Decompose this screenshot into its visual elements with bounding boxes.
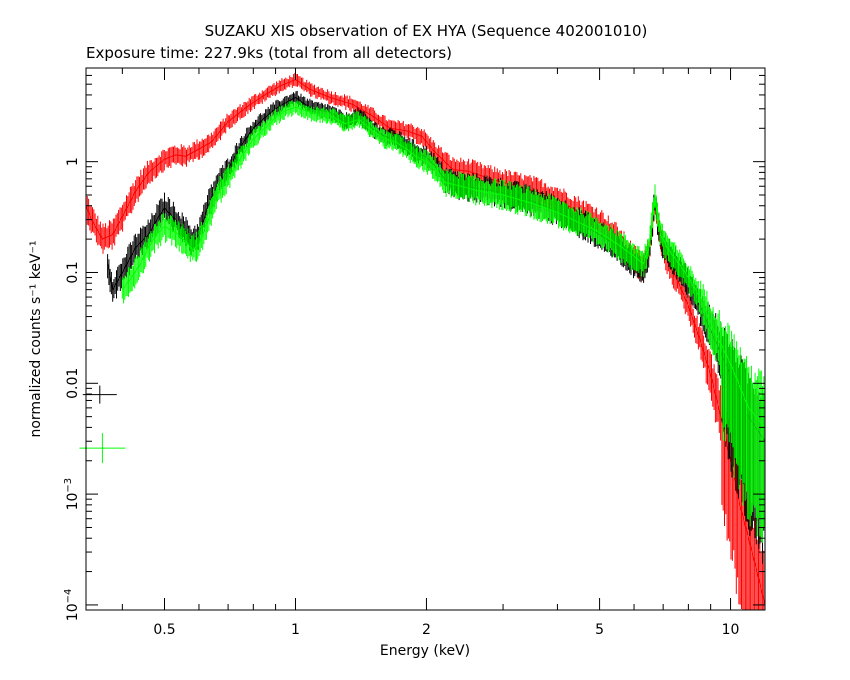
x-tick-label: 0.5 bbox=[153, 622, 175, 638]
series-layer bbox=[85, 72, 766, 610]
y-tick-label: 10−4 bbox=[63, 589, 81, 622]
x-tick-label: 2 bbox=[422, 622, 431, 638]
error-marker-1 bbox=[82, 385, 117, 404]
x-tick-label: 5 bbox=[595, 622, 604, 638]
chart-title: SUZAKU XIS observation of EX HYA (Sequen… bbox=[205, 22, 648, 40]
tick-layer: 0.5 1 2 5 10 10−4 10−3 0.01 0.1 1 bbox=[63, 67, 765, 638]
error-marker-2 bbox=[79, 433, 126, 464]
y-tick-label: 0.1 bbox=[65, 261, 81, 283]
y-axis-label: normalized counts s⁻¹ keV⁻¹ bbox=[28, 240, 44, 437]
plot-frame bbox=[85, 67, 766, 611]
x-tick-label: 1 bbox=[291, 622, 300, 638]
x-axis-label: Energy (keV) bbox=[380, 643, 470, 659]
chart-subtitle: Exposure time: 227.9ks (total from all d… bbox=[86, 44, 452, 62]
y-tick-label: 10−3 bbox=[63, 478, 81, 511]
error-marker-layer bbox=[79, 385, 126, 464]
x-tick-label: 10 bbox=[722, 622, 740, 638]
y-tick-label: 0.01 bbox=[65, 368, 81, 399]
y-tick-label: 1 bbox=[65, 157, 81, 166]
